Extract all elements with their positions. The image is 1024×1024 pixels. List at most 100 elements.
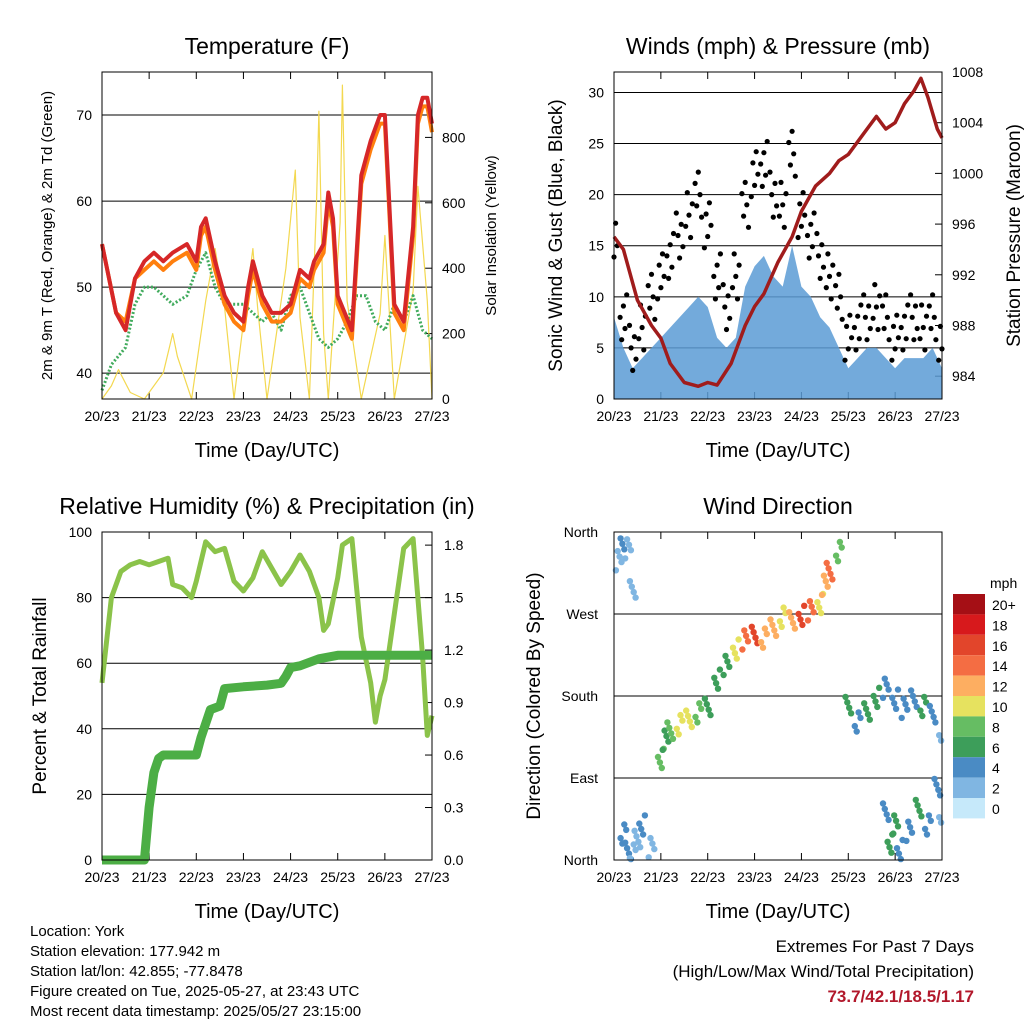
x-tick-label: 20/23 bbox=[596, 408, 631, 424]
direction-point bbox=[816, 604, 823, 611]
direction-point bbox=[870, 692, 877, 700]
direction-point bbox=[853, 728, 860, 735]
direction-point bbox=[714, 685, 722, 692]
gust-point bbox=[867, 325, 873, 332]
direction-point bbox=[935, 786, 942, 793]
direction-point bbox=[931, 775, 938, 783]
y-tick-label: 30 bbox=[588, 84, 604, 100]
gust-point bbox=[742, 179, 748, 185]
direction-point bbox=[637, 844, 644, 851]
direction-point bbox=[789, 619, 797, 627]
direction-point bbox=[799, 621, 806, 629]
gust-point bbox=[783, 191, 789, 197]
direction-point bbox=[937, 819, 945, 826]
direction-point bbox=[729, 644, 737, 651]
gust-point bbox=[727, 315, 733, 321]
gust-point bbox=[722, 304, 728, 310]
direction-point bbox=[881, 805, 888, 813]
gust-point bbox=[664, 253, 670, 259]
y2-tick-label: 0.0 bbox=[444, 852, 464, 868]
y-tick-label: 80 bbox=[76, 590, 92, 606]
gust-point bbox=[817, 275, 823, 281]
pressure-line bbox=[612, 76, 944, 389]
gust-point bbox=[834, 305, 840, 311]
direction-point bbox=[623, 845, 631, 852]
gust-point bbox=[712, 296, 719, 302]
gust-point bbox=[936, 357, 942, 363]
gust-point bbox=[898, 324, 904, 331]
direction-point bbox=[918, 813, 925, 820]
gust-point bbox=[809, 244, 816, 250]
direction-point bbox=[616, 553, 623, 560]
gust-point bbox=[933, 337, 939, 343]
gust-point bbox=[853, 347, 859, 353]
direction-point bbox=[677, 711, 684, 719]
gust-point bbox=[705, 233, 711, 240]
direction-point bbox=[827, 570, 834, 578]
direction-point bbox=[639, 831, 647, 838]
direction-point bbox=[649, 840, 656, 847]
gust-point bbox=[708, 222, 714, 228]
gust-point bbox=[804, 232, 811, 239]
gust-point bbox=[808, 221, 814, 227]
gust-point bbox=[750, 160, 756, 166]
gust-point bbox=[703, 211, 709, 217]
gust-point bbox=[873, 304, 880, 310]
direction-point bbox=[631, 827, 638, 834]
direction-point bbox=[622, 839, 629, 846]
gust-point bbox=[879, 303, 886, 309]
gust-point bbox=[830, 262, 836, 268]
direction-point bbox=[744, 638, 752, 645]
legend-label: 4 bbox=[992, 760, 1000, 776]
gust-point bbox=[928, 325, 934, 332]
direction-point bbox=[914, 802, 921, 809]
y-tick-label: 20 bbox=[588, 187, 604, 203]
direction-point bbox=[675, 731, 682, 738]
gust-point bbox=[678, 221, 684, 227]
legend-label: 10 bbox=[992, 699, 1008, 715]
gust-point bbox=[787, 162, 794, 168]
direction-point bbox=[912, 796, 919, 804]
gust-point bbox=[908, 292, 914, 298]
gust-point bbox=[912, 303, 919, 309]
legend-label: 6 bbox=[992, 740, 1000, 756]
gust-point bbox=[905, 302, 911, 308]
gust-point bbox=[763, 172, 769, 178]
direction-point bbox=[679, 717, 686, 724]
gust-point bbox=[697, 192, 703, 198]
gust-point bbox=[895, 335, 902, 341]
direction-point bbox=[669, 735, 677, 742]
gust-point bbox=[622, 325, 628, 332]
chart-direction: Wind Direction 20/23 21/23 22/23 23/23 24/23 2… bbox=[524, 493, 1017, 923]
y-tick-label: West bbox=[566, 606, 598, 622]
direction-point bbox=[757, 639, 765, 646]
legend-swatch bbox=[953, 594, 985, 615]
y2-tick-label: 1008 bbox=[952, 64, 983, 80]
gust-point bbox=[628, 345, 634, 351]
gust-point bbox=[930, 292, 936, 298]
direction-point bbox=[801, 602, 808, 609]
gust-point bbox=[736, 262, 742, 268]
direction-point bbox=[623, 536, 631, 543]
direction-point bbox=[673, 725, 680, 732]
x-tick-label: 26/23 bbox=[878, 869, 913, 885]
gust-point bbox=[661, 273, 667, 279]
direction-point bbox=[825, 565, 832, 572]
chart-humidity: Relative Humidity (%) & Precipitation (i… bbox=[30, 493, 475, 923]
gust-point bbox=[922, 347, 928, 353]
direction-point bbox=[926, 702, 933, 710]
x-tick-label: 25/23 bbox=[320, 869, 355, 885]
direction-point bbox=[795, 610, 802, 618]
gust-point bbox=[842, 357, 848, 363]
direction-point bbox=[692, 713, 699, 721]
direction-point bbox=[750, 629, 757, 636]
gust-point bbox=[684, 190, 690, 196]
direction-point bbox=[617, 535, 624, 542]
direction-point bbox=[879, 694, 887, 701]
legend-swatch bbox=[953, 675, 985, 696]
gust-point bbox=[686, 212, 692, 218]
gust-point bbox=[833, 283, 839, 289]
y-tick-label: South bbox=[561, 688, 598, 704]
gust-point bbox=[781, 224, 787, 230]
direction-point bbox=[829, 576, 836, 583]
